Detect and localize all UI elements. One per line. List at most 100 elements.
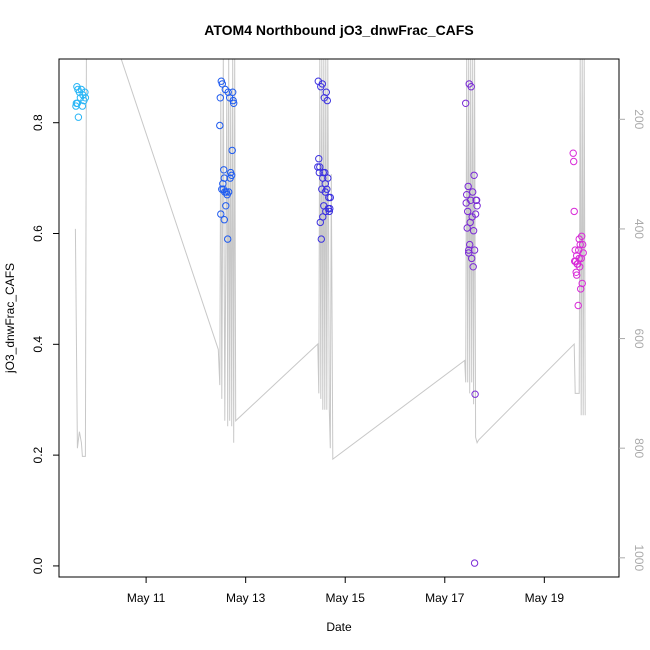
data-point: [72, 99, 81, 108]
right-tick-label: 400: [632, 219, 646, 239]
data-point: [220, 166, 228, 174]
series-group: [569, 149, 587, 310]
data-point: [570, 207, 578, 216]
data-point: [326, 204, 334, 213]
data-point: [229, 96, 237, 105]
data-point: [222, 202, 230, 210]
altitude-line: [74, 58, 586, 461]
right-tick-label: 1000: [632, 544, 646, 571]
data-point: [576, 240, 584, 249]
data-point: [217, 210, 225, 218]
series-group: [314, 77, 334, 243]
data-point: [577, 285, 585, 293]
series-group: [216, 77, 238, 243]
data-point: [471, 210, 480, 218]
plot-frame: [58, 58, 620, 578]
y-tick-label: 0.0: [31, 557, 45, 574]
data-point: [467, 83, 475, 91]
data-point: [74, 113, 83, 121]
data-point: [470, 559, 479, 567]
data-point: [579, 249, 587, 257]
data-point: [228, 171, 236, 180]
data-point: [473, 202, 481, 210]
series-group: [72, 83, 90, 121]
data-point: [229, 88, 237, 96]
y-tick-label: 0.8: [31, 114, 45, 131]
data-point: [81, 94, 90, 102]
data-point: [78, 102, 87, 110]
data-point: [576, 263, 584, 271]
data-point: [463, 224, 471, 232]
right-tick-label: 800: [632, 438, 646, 458]
data-point: [216, 121, 224, 130]
data-point: [472, 196, 481, 205]
data-point: [569, 149, 577, 157]
x-tick-label: May 15: [326, 591, 366, 605]
data-point: [468, 254, 476, 263]
data-point: [470, 246, 479, 254]
data-point: [220, 216, 229, 224]
data-point: [319, 213, 327, 221]
right-axis: 200 400 600 800 1000: [619, 109, 646, 571]
data-point: [316, 163, 324, 171]
y-tick-label: 0.2: [31, 446, 45, 463]
data-point: [573, 271, 581, 279]
y-axis: 0.0 0.2 0.4 0.6 0.8: [31, 114, 59, 574]
data-point: [469, 188, 477, 196]
x-axis-label: Date: [326, 620, 352, 634]
y-tick-label: 0.4: [31, 336, 45, 353]
y-tick-label: 0.6: [31, 225, 45, 242]
x-tick-label: May 17: [425, 591, 465, 605]
data-point: [469, 227, 478, 235]
data-point: [218, 80, 227, 88]
data-point: [465, 246, 473, 254]
data-point: [470, 171, 478, 180]
data-point: [216, 94, 225, 102]
data-point: [220, 174, 229, 182]
data-point: [224, 235, 232, 243]
data-point: [466, 240, 474, 249]
data-point: [321, 188, 329, 196]
data-point: [574, 301, 582, 310]
data-point: [462, 99, 470, 108]
data-point: [230, 99, 238, 108]
data-point: [579, 240, 587, 249]
data-point: [218, 185, 226, 193]
series-group: [462, 80, 481, 567]
data-point: [323, 96, 331, 105]
data-point: [575, 254, 583, 263]
data-point: [315, 168, 323, 177]
data-point: [578, 232, 586, 241]
data-point: [225, 188, 233, 196]
data-point: [471, 390, 479, 398]
data-point: [464, 182, 472, 191]
data-point: [228, 146, 236, 155]
data-point: [322, 88, 330, 96]
data-point: [319, 174, 327, 182]
x-tick-label: May 13: [226, 591, 266, 605]
chart-title: ATOM4 Northbound jO3_dnwFrac_CAFS: [204, 22, 473, 38]
data-point: [578, 279, 586, 288]
y-axis-label: jO3_dnwFrac_CAFS: [3, 263, 17, 374]
x-tick-label: May 19: [525, 591, 565, 605]
data-point: [463, 191, 471, 199]
data-point: [315, 155, 323, 163]
data-point: [572, 268, 580, 276]
data-point: [74, 85, 82, 94]
data-point: [465, 249, 473, 257]
right-tick-label: 600: [632, 329, 646, 349]
x-axis: May 11 May 13 May 15 May 17 May 19: [127, 577, 564, 605]
data-point: [81, 88, 89, 96]
data-point: [469, 263, 477, 271]
right-tick-label: 200: [632, 109, 646, 129]
data-point: [325, 207, 333, 216]
data-point: [324, 174, 332, 182]
data-point: [326, 193, 334, 202]
data-points: [72, 77, 587, 567]
data-point: [570, 157, 578, 166]
data-point: [464, 207, 472, 216]
altitude-profile: [74, 58, 586, 461]
x-tick-label: May 11: [127, 591, 166, 605]
